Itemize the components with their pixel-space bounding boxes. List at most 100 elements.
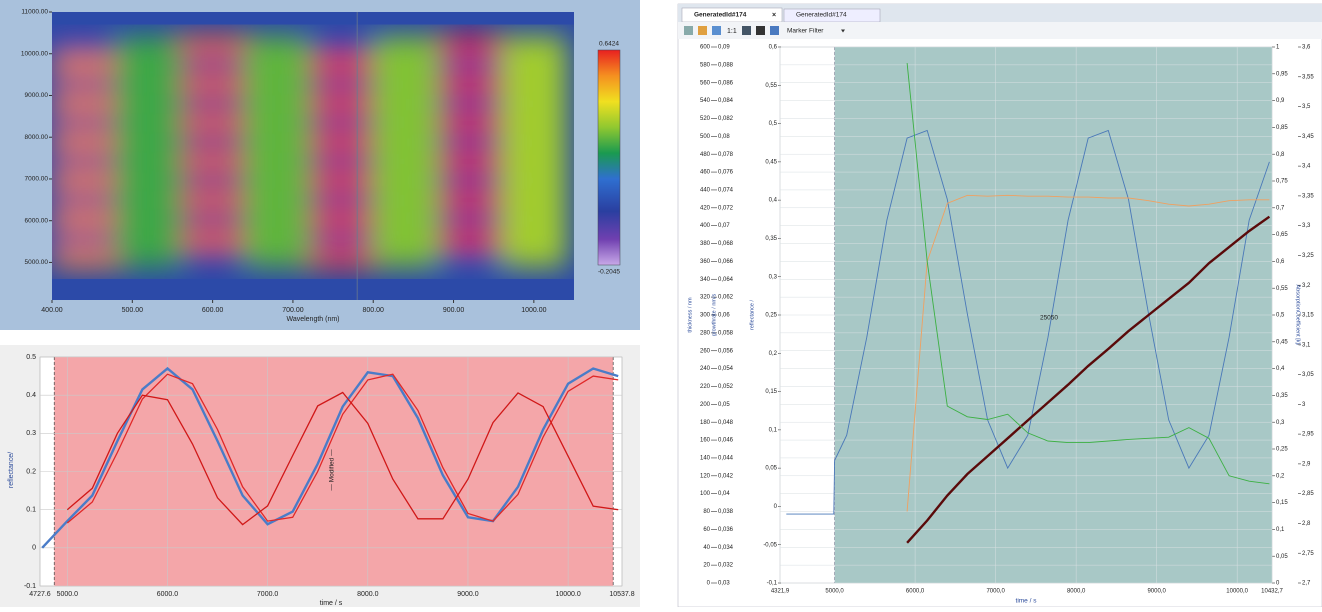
y-tick-label: -0,1 bbox=[767, 581, 778, 587]
y-tick-label: 3,2 bbox=[1302, 283, 1311, 289]
y-tick-label: -0.1 bbox=[24, 583, 36, 590]
colorbar-max: 0.6424 bbox=[599, 41, 619, 48]
x-tick-label: 800.00 bbox=[363, 307, 385, 314]
x-tick-label: 700.00 bbox=[282, 307, 304, 314]
toolbar-zoom[interactable]: 1:1 bbox=[727, 28, 737, 35]
heat-cell bbox=[309, 55, 374, 75]
y-tick-label: 480 bbox=[700, 152, 711, 158]
heat-cell bbox=[309, 190, 374, 210]
y-tick-label: 0,048 bbox=[718, 420, 734, 426]
icon[interactable] bbox=[770, 26, 779, 35]
y-tick-label: 0,65 bbox=[1276, 232, 1288, 238]
heat-cell bbox=[502, 113, 567, 133]
y-tick-label: 0,044 bbox=[718, 456, 734, 462]
y-tick-label: -0,05 bbox=[763, 542, 777, 548]
y-tick-label: 0,25 bbox=[1276, 447, 1288, 453]
heat-cell bbox=[180, 113, 245, 133]
y-axis-label: reflectance / bbox=[749, 300, 755, 330]
heat-cell bbox=[116, 171, 181, 191]
heat-cell bbox=[437, 247, 502, 267]
heat-cell bbox=[437, 190, 502, 210]
x-tick-label: 900.00 bbox=[443, 307, 465, 314]
y-tick-label: 0,066 bbox=[718, 259, 734, 265]
x-tick-label: 400.00 bbox=[41, 307, 63, 314]
heat-cell bbox=[373, 151, 438, 171]
y-tick-label: 0,15 bbox=[765, 389, 777, 395]
y-tick-label: 0.3 bbox=[26, 430, 36, 437]
y-tick-label: 0.5 bbox=[26, 354, 36, 361]
heat-cell bbox=[373, 209, 438, 229]
x-tick-label: 4727.6 bbox=[29, 591, 51, 598]
y-tick-label: 0,45 bbox=[1276, 339, 1288, 345]
heatmap-cells bbox=[52, 36, 566, 267]
y-tick-label: 0,054 bbox=[718, 366, 734, 372]
icon[interactable] bbox=[684, 26, 693, 35]
heat-cell bbox=[116, 209, 181, 229]
heat-cell bbox=[245, 190, 310, 210]
y-tick-label: 200 bbox=[700, 402, 711, 408]
icon[interactable] bbox=[756, 26, 765, 35]
heat-cell bbox=[502, 151, 567, 171]
y-tick-label: 2,7 bbox=[1302, 581, 1311, 587]
heat-cell bbox=[52, 113, 117, 133]
page: GeneratedId#174 × GeneratedId#174 1:1 Ma… bbox=[0, 0, 1322, 607]
heat-cell bbox=[245, 113, 310, 133]
colorbar bbox=[598, 50, 620, 265]
icon[interactable] bbox=[698, 26, 707, 35]
x-tick-label: 10432,7 bbox=[1261, 589, 1283, 595]
x-tick-label: 8000.0 bbox=[357, 591, 379, 598]
annotation: — Modified — bbox=[329, 449, 336, 491]
heat-cell bbox=[502, 190, 567, 210]
y-tick-label: 0,55 bbox=[765, 83, 777, 89]
y-tick-label: 0,09 bbox=[718, 45, 730, 51]
y-tick-label: 3,3 bbox=[1302, 223, 1311, 229]
tab-close[interactable]: × bbox=[772, 12, 776, 19]
y-tick-label: 0,1 bbox=[769, 427, 778, 433]
y-tick-label: 280 bbox=[700, 330, 711, 336]
y-tick-label: 11000.00 bbox=[21, 9, 48, 16]
y-tick-label: 0,2 bbox=[1276, 473, 1285, 479]
tab-title[interactable]: GeneratedId#174 bbox=[796, 12, 847, 19]
heat-cell bbox=[245, 132, 310, 152]
icon[interactable] bbox=[712, 26, 721, 35]
y-tick-label: 40 bbox=[703, 545, 710, 551]
toolbar-filter[interactable]: Marker Filter bbox=[787, 28, 824, 35]
y-tick-label: 3,4 bbox=[1302, 164, 1311, 170]
y-tick-label: 3,55 bbox=[1302, 74, 1314, 80]
y-tick-label: 3,1 bbox=[1302, 342, 1311, 348]
heat-cell bbox=[437, 209, 502, 229]
y-tick-label: 0,45 bbox=[765, 159, 777, 165]
y-tick-label: 8000.00 bbox=[25, 134, 49, 141]
y-tick-label: 3,15 bbox=[1302, 313, 1314, 319]
y-tick-label: 3,35 bbox=[1302, 193, 1314, 199]
y-tick-label: 0.4 bbox=[26, 392, 36, 399]
y-tick-label: 0,03 bbox=[718, 581, 730, 587]
icon[interactable] bbox=[742, 26, 751, 35]
heat-cell bbox=[309, 228, 374, 248]
y-tick-label: 520 bbox=[700, 116, 711, 122]
heat-cell bbox=[116, 113, 181, 133]
y-tick-label: 0.1 bbox=[26, 507, 36, 514]
y-tick-label: 0,6 bbox=[1276, 259, 1285, 265]
y-tick-label: 0,25 bbox=[765, 313, 777, 319]
heat-cell bbox=[116, 36, 181, 56]
y-tick-label: 0,058 bbox=[718, 330, 734, 336]
y-tick-label: 0,35 bbox=[1276, 393, 1288, 399]
heat-cell bbox=[309, 94, 374, 114]
heat-cell bbox=[116, 190, 181, 210]
y-tick-label: 580 bbox=[700, 62, 711, 68]
heat-cell bbox=[52, 247, 117, 267]
heat-cell bbox=[180, 228, 245, 248]
y-tick-label: 0,076 bbox=[718, 170, 734, 176]
tab-title[interactable]: GeneratedId#174 bbox=[694, 12, 747, 19]
heat-cell bbox=[245, 36, 310, 56]
heat-cell bbox=[116, 55, 181, 75]
heat-cell bbox=[437, 228, 502, 248]
y-tick-label: 0,088 bbox=[718, 62, 734, 68]
y-tick-label: 2,75 bbox=[1302, 551, 1314, 557]
x-tick-label: 500.00 bbox=[122, 307, 144, 314]
heat-cell bbox=[245, 75, 310, 95]
heat-cell bbox=[116, 75, 181, 95]
y-tick-label: 0,05 bbox=[765, 466, 777, 472]
heat-cell bbox=[502, 171, 567, 191]
